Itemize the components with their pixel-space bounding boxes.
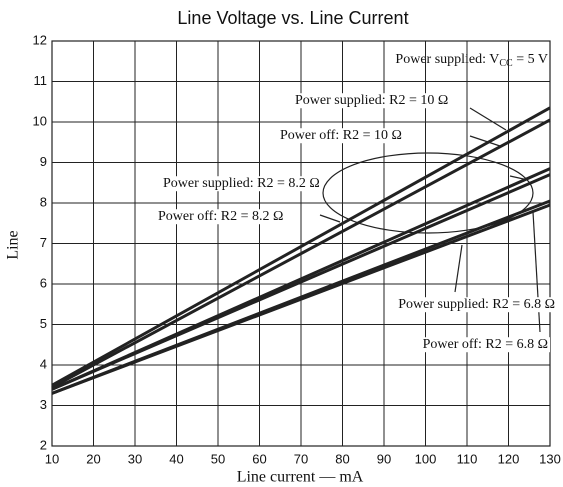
x-tick-label: 30 xyxy=(128,451,142,466)
x-tick-label: 110 xyxy=(457,451,478,466)
label-bg xyxy=(293,93,451,109)
leader xyxy=(469,107,507,131)
series-label: Power off: R2 = 6.8 Ω xyxy=(423,337,548,352)
x-tick-label: 40 xyxy=(169,451,183,466)
series-line xyxy=(51,203,551,395)
label-bg xyxy=(278,128,404,144)
annotation: Power supplied: VCC = 5 V xyxy=(395,52,548,69)
series-line xyxy=(51,173,551,391)
y-axis-label: Line xyxy=(5,230,22,259)
x-tick-label: 90 xyxy=(377,451,391,466)
y-tick-label: 2 xyxy=(40,437,47,452)
x-tick-label: 120 xyxy=(498,451,520,466)
x-tick-label: 130 xyxy=(539,451,561,466)
x-axis-label: Line current — mA xyxy=(237,469,364,486)
ellipse xyxy=(322,152,534,234)
chart-title: Line Voltage vs. Line Current xyxy=(177,8,408,28)
series-label: Power off: R2 = 8.2 Ω xyxy=(158,209,283,224)
y-tick-label: 11 xyxy=(34,73,48,88)
series-label: Power supplied: R2 = 6.8 Ω xyxy=(398,297,555,312)
y-tick-label: 4 xyxy=(40,356,47,371)
x-tick-label: 60 xyxy=(252,451,266,466)
label-bg xyxy=(161,176,322,192)
y-tick-label: 9 xyxy=(40,154,47,169)
x-tick-label: 50 xyxy=(211,451,225,466)
y-tick-label: 5 xyxy=(40,316,47,331)
leader xyxy=(469,135,501,147)
y-tick-label: 7 xyxy=(40,235,47,250)
y-tick-label: 12 xyxy=(33,32,47,47)
x-tick-label: 70 xyxy=(294,451,308,466)
series-label: Power supplied: R2 = 8.2 Ω xyxy=(163,176,320,191)
y-tick-label: 6 xyxy=(40,275,47,290)
series-line xyxy=(51,106,551,387)
series-label: Power supplied: R2 = 10 Ω xyxy=(295,93,448,108)
plot-frame xyxy=(51,40,551,447)
x-tick-label: 20 xyxy=(86,451,100,466)
series-line xyxy=(51,118,551,389)
series-label: Power off: R2 = 10 Ω xyxy=(280,128,402,143)
y-tick-label: 3 xyxy=(40,397,47,412)
label-bg xyxy=(156,209,286,225)
x-tick-label: 100 xyxy=(415,451,437,466)
y-tick-label: 10 xyxy=(33,113,47,128)
x-tick-label: 80 xyxy=(335,451,349,466)
label-bg xyxy=(396,297,557,313)
x-tick-label: 10 xyxy=(45,451,59,466)
leader xyxy=(319,214,341,223)
y-tick-label: 8 xyxy=(40,194,47,209)
label-bg xyxy=(420,337,550,353)
